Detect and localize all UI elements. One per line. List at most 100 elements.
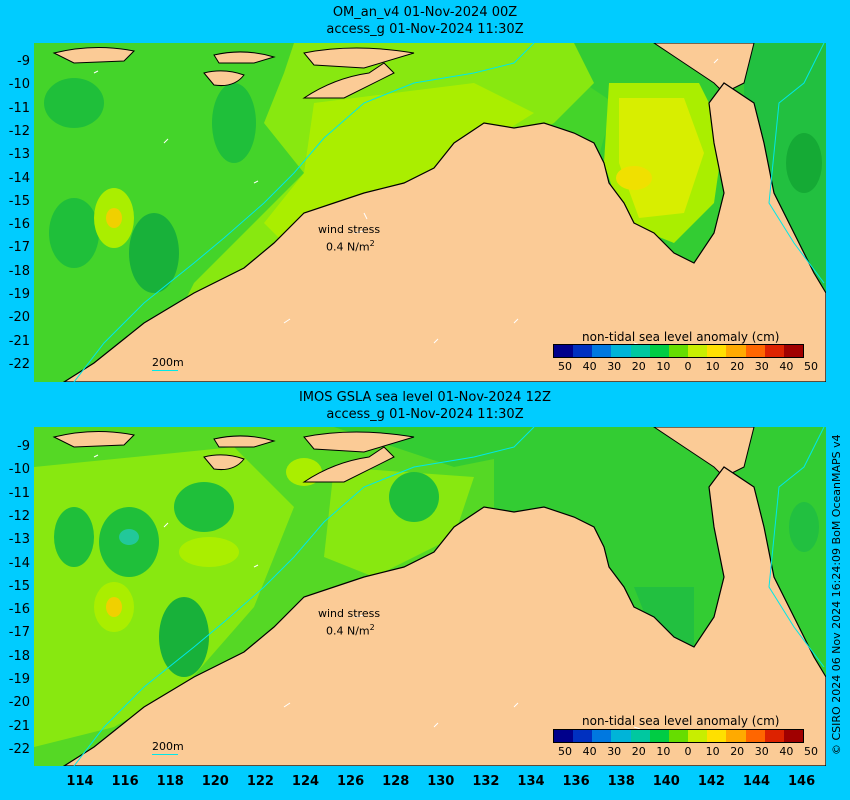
panel1-wind-label: wind stress (318, 223, 381, 236)
colorbar-segment (688, 730, 708, 742)
lon-label: 136 (562, 774, 590, 789)
colorbar-tick: 50 (804, 360, 818, 373)
lat-label: -12 (8, 508, 30, 524)
lon-label: 126 (337, 774, 365, 789)
colorbar-segment (668, 345, 689, 357)
colorbar-segment (611, 345, 631, 357)
panel2-wind-value: 0.4 N/m2 (326, 623, 375, 638)
lon-label: 120 (201, 774, 229, 789)
lon-label: 130 (427, 774, 455, 789)
lat-label: -9 (17, 54, 30, 69)
lat-label: -21 (8, 718, 30, 734)
colorbar-tick: 40 (582, 745, 597, 758)
lat-label: -11 (8, 485, 30, 501)
colorbar-tick: 10 (656, 360, 671, 373)
lat-label: -10 (8, 462, 30, 478)
lat-label: -22 (8, 741, 30, 757)
lat-label: -18 (8, 648, 30, 664)
colorbar-tick: 0 (684, 360, 692, 373)
colorbar-segment (630, 345, 650, 357)
colorbar-tick: 20 (631, 745, 646, 758)
lon-label: 116 (111, 774, 139, 789)
lat-label: -19 (8, 672, 30, 687)
lat-label: -16 (8, 602, 30, 618)
lat-label: -17 (8, 240, 30, 256)
colorbar-tick: 30 (607, 745, 622, 758)
colorbar-segment (783, 730, 804, 742)
colorbar-segment (745, 730, 765, 742)
lon-label: 142 (697, 774, 725, 789)
colorbar-tick: 40 (582, 360, 597, 373)
lon-label: 134 (517, 774, 545, 789)
colorbar-segment (649, 345, 669, 357)
colorbar-segment (611, 730, 631, 742)
colorbar-tick: 30 (607, 360, 622, 373)
colorbar-tick: 30 (754, 360, 769, 373)
lat-label: -21 (8, 333, 30, 349)
colorbar-tick: 0 (684, 745, 692, 758)
lat-label: -18 (8, 263, 30, 279)
colorbar-segment (726, 730, 746, 742)
panel2-subtitle: access_g 01-Nov-2024 11:30Z (326, 407, 524, 422)
colorbar-tick: 50 (804, 745, 818, 758)
colorbar-tick: 50 (558, 745, 572, 758)
lat-label: -14 (8, 170, 30, 186)
colorbar-segment (783, 345, 804, 357)
lon-label: 128 (382, 774, 410, 789)
colorbar-segment (745, 345, 765, 357)
panel1-title: OM_an_v4 01-Nov-2024 00Z (332, 5, 518, 20)
lat-label: -17 (8, 625, 30, 641)
panel1-colorbar-title: non-tidal sea level anomaly (cm) (582, 330, 780, 344)
colorbar-segment (707, 730, 727, 742)
panel1-wind-value: 0.4 N/m2 (326, 239, 375, 254)
colorbar-tick: 20 (730, 360, 745, 373)
lat-label: -19 (8, 287, 30, 302)
colorbar-segment (573, 345, 593, 357)
colorbar-segment (726, 345, 746, 357)
colorbar-tick: 50 (558, 360, 572, 373)
panel2-isobath-legend-line (152, 754, 178, 755)
lat-label: -12 (8, 123, 30, 139)
lat-label: -14 (8, 555, 30, 571)
colorbar-segment (668, 730, 689, 742)
panel1-isobath-legend-line (152, 370, 178, 371)
lat-label: -10 (8, 77, 30, 93)
lon-label: 132 (472, 774, 500, 789)
colorbar-tick: 30 (754, 745, 769, 758)
colorbar-tick: 40 (779, 745, 794, 758)
lat-label: -13 (8, 532, 30, 548)
colorbar-segment (707, 345, 727, 357)
lat-label: -15 (8, 193, 30, 209)
lon-label: 122 (246, 774, 274, 789)
credit-text: © CSIRO 2024 06 Nov 2024 16:24:09 BoM Oc… (830, 434, 843, 755)
panel2-colorbar-title: non-tidal sea level anomaly (cm) (582, 714, 780, 728)
colorbar-tick: 20 (631, 360, 646, 373)
lon-label: 138 (607, 774, 635, 789)
colorbar-segment (764, 345, 784, 357)
colorbar-segment (688, 345, 708, 357)
colorbar-tick: 20 (730, 745, 745, 758)
lat-label: -20 (8, 695, 30, 711)
lat-label: -13 (8, 147, 30, 163)
map-panel-observed (34, 427, 826, 766)
colorbar-segment (573, 730, 593, 742)
panel2-scale-label: 200m (152, 740, 184, 753)
lat-label: -9 (17, 439, 30, 454)
colorbar-segment (554, 730, 574, 742)
panel2-title: IMOS GSLA sea level 01-Nov-2024 12Z (298, 390, 552, 405)
lon-label: 114 (66, 774, 94, 789)
panel2-colorbar (553, 729, 804, 743)
lon-label: 140 (652, 774, 680, 789)
lon-label: 124 (291, 774, 320, 789)
map-panel-model (34, 43, 826, 382)
colorbar-segment (592, 345, 612, 357)
lat-label: -11 (8, 100, 30, 116)
lat-label: -16 (8, 217, 30, 233)
colorbar-segment (592, 730, 612, 742)
colorbar-segment (630, 730, 650, 742)
colorbar-tick: 10 (705, 745, 720, 758)
lat-label: -15 (8, 578, 30, 594)
colorbar-segment (554, 345, 574, 357)
lon-label: 118 (156, 774, 184, 789)
lon-label: 146 (788, 774, 816, 789)
